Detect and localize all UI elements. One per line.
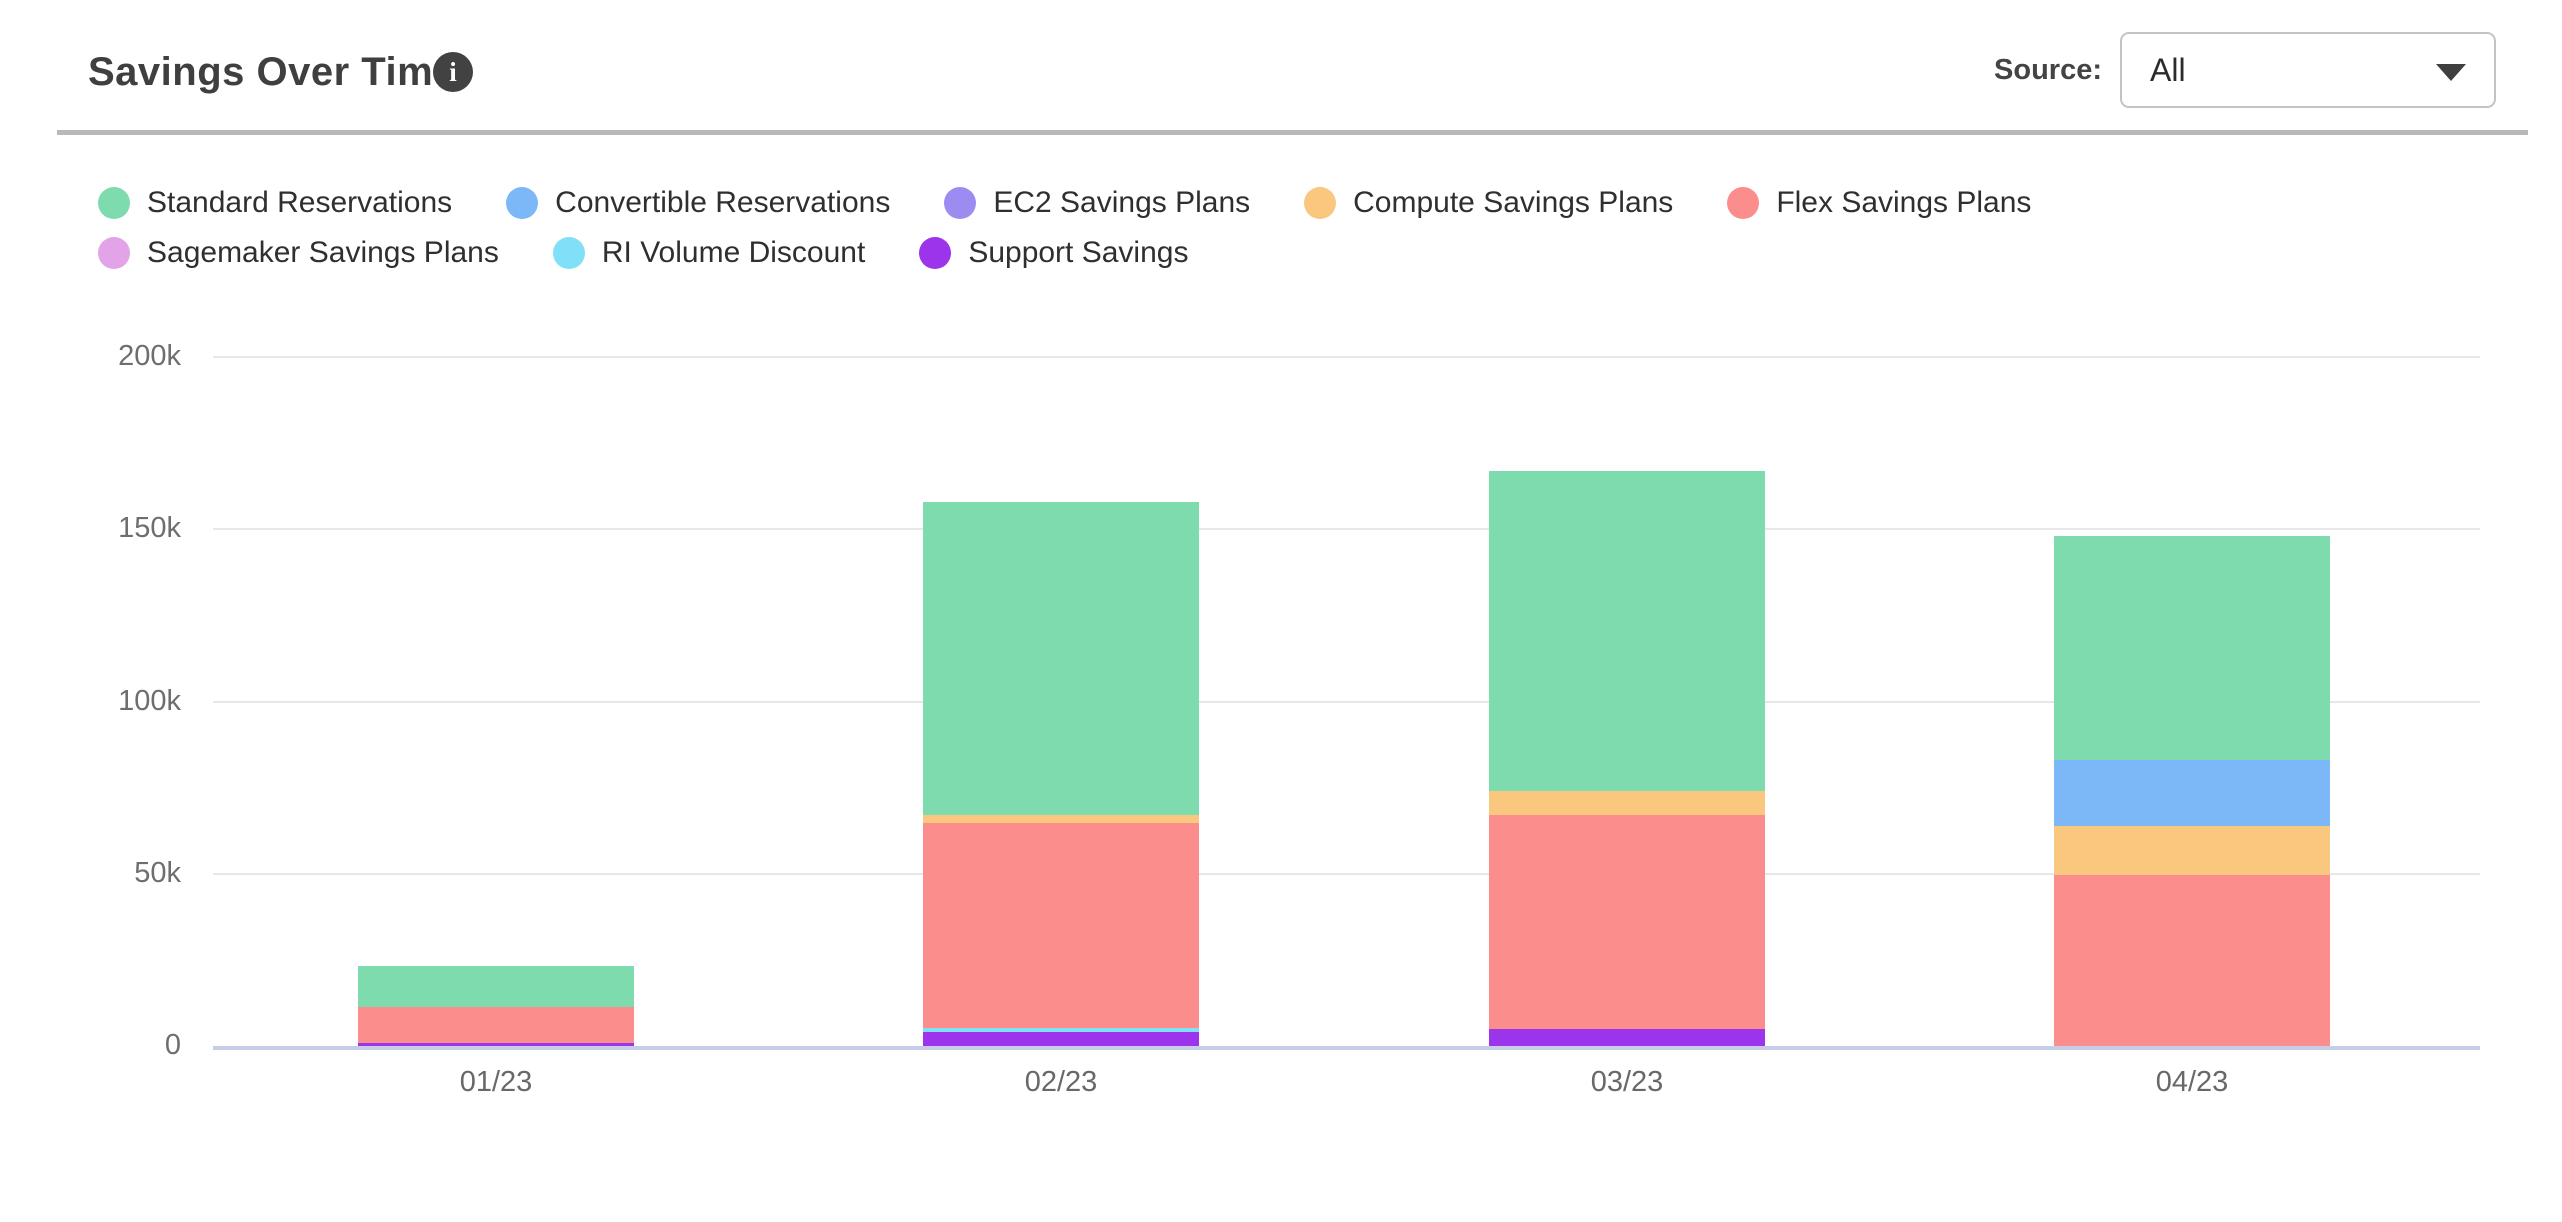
bar-segment-support-savings[interactable] (1489, 1028, 1765, 1046)
legend-item-sagemaker-savings-plans[interactable]: Sagemaker Savings Plans (98, 236, 499, 270)
legend-item-standard-reservations[interactable]: Standard Reservations (98, 186, 452, 220)
bar-segment-convertible-reservations[interactable] (2054, 760, 2330, 826)
bar-04-23 (2054, 536, 2330, 1046)
y-axis-label-150k: 150k (118, 512, 181, 545)
legend-item-convertible-reservations[interactable]: Convertible Reservations (506, 186, 890, 220)
bar-segment-ri-volume-discount[interactable] (923, 1028, 1199, 1033)
legend-row-1: Standard Reservations Convertible Reserva… (98, 186, 2031, 220)
bar-segment-standard-reservations[interactable] (1489, 470, 1765, 792)
bar-segment-flex-savings-plans[interactable] (2054, 875, 2330, 1046)
legend-swatch-support-savings (919, 237, 952, 269)
legend-label: Standard Reservations (147, 186, 453, 219)
legend-item-support-savings[interactable]: Support Savings (919, 236, 1188, 270)
bar-02-23 (923, 501, 1199, 1046)
y-axis-label-100k: 100k (118, 684, 181, 717)
source-select[interactable]: All (2120, 32, 2496, 108)
legend-label: Convertible Reservations (555, 186, 891, 219)
bar-segment-standard-reservations[interactable] (923, 501, 1199, 815)
bar-segment-flex-savings-plans[interactable] (358, 1007, 634, 1043)
x-axis-label-02-23: 02/23 (1024, 1066, 1098, 1098)
bar-segment-flex-savings-plans[interactable] (923, 823, 1199, 1029)
bar-03-23 (1489, 470, 1765, 1046)
legend-label: Support Savings (968, 236, 1189, 269)
legend-swatch-convertible-reservations (506, 187, 539, 219)
legend-label: EC2 Savings Plans (993, 186, 1251, 219)
bar-segment-compute-savings-plans[interactable] (923, 814, 1199, 824)
gridline-100k (213, 700, 2480, 703)
header-divider (57, 130, 2528, 135)
source-select-value: All (2150, 51, 2186, 88)
x-axis-label-03-23: 03/23 (1590, 1066, 1664, 1098)
legend-swatch-flex-savings-plans (1727, 187, 1760, 219)
page-title: Savings Over Time (88, 50, 456, 94)
bar-segment-compute-savings-plans[interactable] (2054, 825, 2330, 876)
legend-swatch-compute-savings-plans (1304, 187, 1337, 219)
legend-label: Compute Savings Plans (1353, 186, 1674, 219)
x-axis-label-01-23: 01/23 (459, 1066, 533, 1098)
legend-label: Flex Savings Plans (1776, 186, 2032, 219)
bar-segment-standard-reservations[interactable] (2054, 536, 2330, 761)
info-icon[interactable]: i (433, 52, 473, 92)
y-axis-label-50k: 50k (134, 856, 181, 889)
bar-segment-support-savings[interactable] (358, 1042, 634, 1046)
legend-row-2: Sagemaker Savings Plans RI Volume Discoun… (98, 236, 2031, 270)
gridline-200k (213, 356, 2480, 358)
y-axis-label-200k: 200k (118, 340, 181, 372)
bar-segment-standard-reservations[interactable] (358, 966, 634, 1008)
gridline-150k (213, 528, 2480, 531)
y-axis-label-0: 0 (164, 1029, 181, 1061)
bar-segment-support-savings[interactable] (923, 1032, 1199, 1046)
legend-item-compute-savings-plans[interactable]: Compute Savings Plans (1304, 186, 1673, 220)
source-label: Source: (1994, 53, 2102, 86)
x-axis-label-04-23: 04/23 (2155, 1066, 2229, 1098)
legend-item-flex-savings-plans[interactable]: Flex Savings Plans (1727, 186, 2031, 220)
legend-swatch-ec2-savings-plans (944, 187, 977, 219)
legend-swatch-ri-volume-discount (552, 237, 585, 269)
source-control: Source: All (1994, 32, 2496, 108)
info-icon-glyph: i (449, 56, 457, 87)
legend-swatch-sagemaker-savings-plans (98, 237, 130, 269)
legend-item-ec2-savings-plans[interactable]: EC2 Savings Plans (944, 186, 1250, 220)
bar-segment-compute-savings-plans[interactable] (1489, 791, 1765, 816)
legend-item-ri-volume-discount[interactable]: RI Volume Discount (552, 236, 866, 270)
gridline-50k (213, 872, 2480, 875)
legend-label: Sagemaker Savings Plans (147, 236, 499, 269)
legend-swatch-standard-reservations (98, 187, 130, 219)
x-axis-line (213, 1046, 2480, 1050)
bar-segment-flex-savings-plans[interactable] (1489, 815, 1765, 1029)
chevron-down-icon (2436, 64, 2466, 81)
legend: Standard Reservations Convertible Reserva… (98, 186, 2031, 270)
legend-label: RI Volume Discount (601, 236, 866, 269)
bar-01-23 (358, 966, 634, 1046)
